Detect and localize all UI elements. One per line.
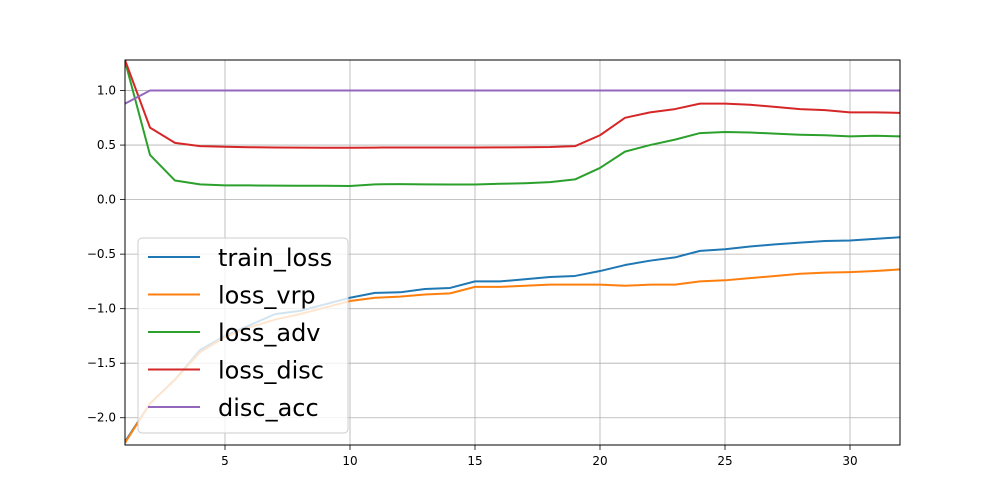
legend-label-loss-adv: loss_adv (218, 319, 321, 347)
legend-label-train-loss: train_loss (218, 244, 332, 272)
legend-label-loss-vrp: loss_vrp (218, 282, 316, 310)
y-tick-label: −1.0 (87, 302, 116, 316)
legend: train_loss loss_vrp loss_adv loss_disc disc_… (137, 237, 349, 434)
series-line-loss-adv (125, 60, 900, 187)
legend-box (137, 237, 349, 434)
y-tick-label: −0.5 (87, 247, 116, 261)
x-tick-label: 5 (221, 454, 229, 468)
x-tick-label: 30 (842, 454, 857, 468)
series-line-disc-acc (125, 89, 900, 105)
y-axis: 1.0 0.5 0.0 −0.5 −1.0 −1.5 −2.0 (87, 84, 125, 425)
x-axis: 5 10 15 20 25 30 (221, 445, 858, 468)
x-tick-label: 20 (592, 454, 607, 468)
y-tick-label: −2.0 (87, 411, 116, 425)
axes-frame (124, 59, 901, 446)
x-tick-label: 10 (342, 454, 357, 468)
series-line-loss-disc (125, 60, 900, 149)
x-tick-label: 15 (467, 454, 482, 468)
legend-label-loss-disc: loss_disc (218, 357, 324, 385)
legend-label-disc-acc: disc_acc (218, 394, 319, 422)
x-tick-label: 25 (717, 454, 732, 468)
y-tick-label: −1.5 (87, 356, 116, 370)
y-tick-label: 0.0 (97, 193, 116, 207)
y-tick-label: 0.5 (97, 138, 116, 152)
y-tick-label: 1.0 (97, 84, 116, 98)
